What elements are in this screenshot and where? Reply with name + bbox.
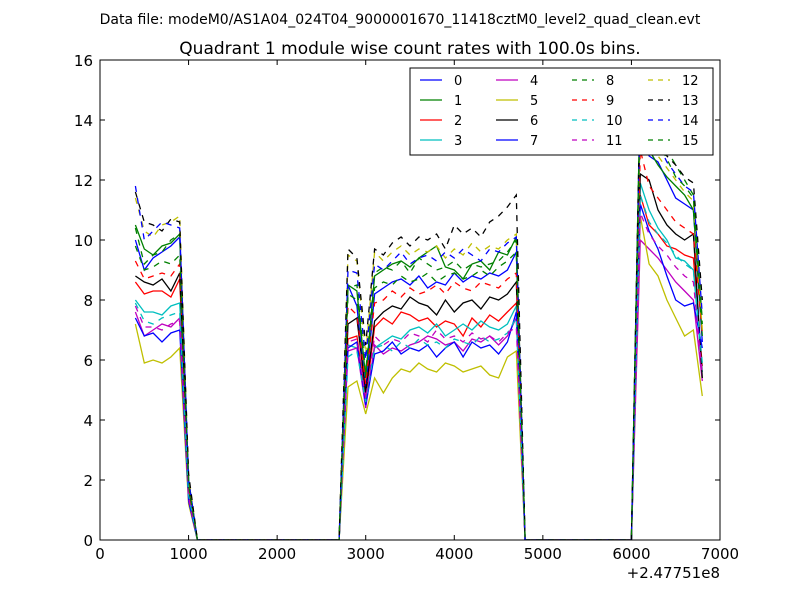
series-line-12 [134,119,703,540]
legend-label-0: 0 [454,74,462,89]
x-tick-label: 4000 [435,545,473,563]
x-axis-offset-label: +2.47751e8 [627,564,720,582]
y-tick-label: 14 [74,112,93,130]
x-tick-label: 2000 [258,545,296,563]
y-tick-label: 2 [83,472,93,490]
legend-label-10: 10 [606,114,623,129]
legend-label-13: 13 [682,94,699,109]
y-tick-label: 12 [74,172,93,190]
y-tick-label: 10 [74,232,93,250]
series-line-4 [134,238,703,540]
legend-label-3: 3 [454,134,462,149]
axis-ticks: 0 1000 2000 3000 4000 5000 6000 700002468101214… [74,52,739,563]
legend-label-12: 12 [682,74,699,89]
series-line-10 [134,194,703,540]
legend-label-2: 2 [454,114,462,129]
legend-label-4: 4 [530,74,538,89]
series-line-15 [134,92,703,540]
legend-label-5: 5 [530,94,538,109]
y-tick-label: 4 [83,412,93,430]
y-tick-label: 6 [83,352,93,370]
x-tick-label: 7000 [701,545,739,563]
legend-label-15: 15 [682,134,699,149]
series-line-11 [134,212,703,540]
chart-suptitle: Data file: modeM0/AS1A04_024T04_90000016… [100,12,701,28]
legend-label-6: 6 [530,114,538,129]
legend-label-9: 9 [606,94,614,109]
series-line-8 [134,95,703,540]
series-line-9 [134,149,703,540]
series-line-6 [135,172,703,540]
legend-label-11: 11 [606,134,623,149]
y-tick-label: 16 [74,52,93,70]
chart-title: Quadrant 1 module wise count rates with … [179,39,640,59]
y-tick-label: 8 [83,292,93,310]
x-tick-label: 6000 [612,545,650,563]
y-tick-label: 0 [83,532,93,550]
legend-label-7: 7 [530,134,538,149]
legend-label-8: 8 [606,74,614,89]
series-line-13 [134,83,703,540]
x-tick-label: 5000 [524,545,562,563]
legend-label-1: 1 [454,94,462,109]
series-line-0 [134,119,703,540]
series-line-7 [134,203,703,540]
series-line-2 [134,194,703,540]
series-line-3 [134,182,703,540]
x-tick-label: 0 [95,545,105,563]
x-tick-label: 1000 [169,545,207,563]
legend-label-14: 14 [682,114,699,129]
series-line-5 [134,215,703,540]
series-lines [134,83,703,540]
x-tick-label: 3000 [347,545,385,563]
